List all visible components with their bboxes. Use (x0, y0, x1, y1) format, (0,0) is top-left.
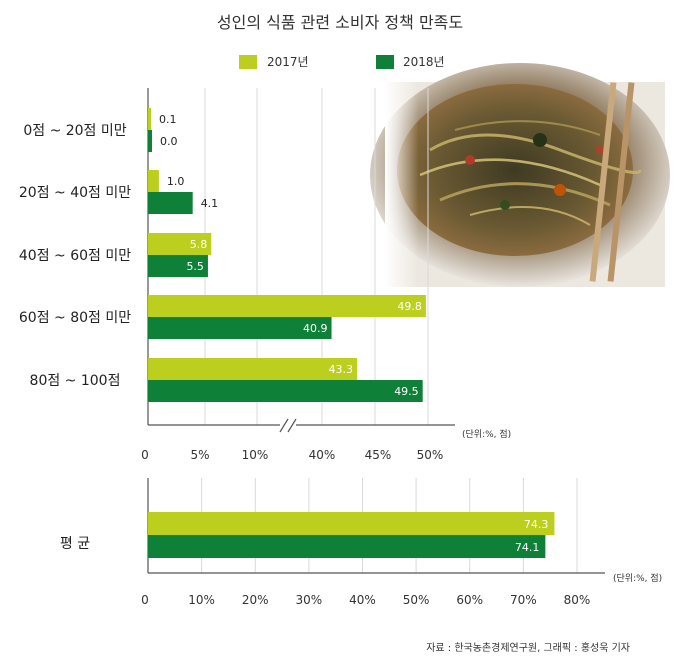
data-label: 49.5 (394, 385, 419, 398)
x-tick-label: 70% (510, 593, 537, 607)
data-label: 74.3 (524, 518, 549, 531)
x-tick-label: 30% (296, 593, 323, 607)
data-label: 74.1 (515, 541, 540, 554)
bar (148, 317, 332, 339)
bar (148, 170, 159, 192)
bottom-chart: 0 10% 20% 30% 40% 50% 60% 70% 80% (단위:%, 점) 평 균 74.… (60, 478, 662, 607)
x-tick-label: 40% (309, 448, 336, 462)
bar (148, 130, 152, 152)
legend-label-2017: 2017년 (267, 55, 309, 69)
unit-note: (단위:%, 점) (462, 428, 511, 440)
data-label: 40.9 (303, 322, 328, 335)
data-label: 5.5 (186, 260, 204, 273)
x-tick-label: 80% (564, 593, 591, 607)
x-tick-label: 50% (417, 448, 444, 462)
legend: 2017년 2018년 (239, 55, 445, 69)
axis-break-mark (279, 418, 289, 433)
x-tick-label: 5% (190, 448, 209, 462)
bar (148, 108, 151, 130)
x-tick-label: 0 (141, 448, 149, 462)
bar (148, 233, 212, 255)
data-label: 49.8 (397, 300, 422, 313)
category-label: 0점 ~ 20점 미만 (23, 123, 126, 139)
legend-label-2018: 2018년 (403, 55, 445, 69)
data-label: 4.1 (201, 197, 219, 210)
source-note: 자료 : 한국농촌경제연구원, 그래픽 : 홍성욱 기자 (426, 641, 630, 654)
bar (148, 358, 357, 380)
x-tick-label: 45% (365, 448, 392, 462)
bar (148, 255, 208, 277)
unit-note: (단위:%, 점) (613, 572, 662, 584)
bar (148, 380, 423, 402)
legend-swatch-2017 (239, 55, 257, 69)
bar (148, 535, 546, 558)
axis-break-mark (287, 418, 297, 433)
category-label: 60점 ~ 80점 미만 (19, 310, 131, 326)
data-label: 0.1 (159, 113, 177, 126)
data-label: 0.0 (160, 135, 178, 148)
bar (148, 192, 193, 214)
bar (148, 295, 426, 317)
legend-swatch-2018 (376, 55, 394, 69)
category-label: 평 균 (60, 536, 90, 552)
x-tick-label: 10% (242, 448, 269, 462)
x-tick-label: 60% (456, 593, 483, 607)
category-label: 40점 ~ 60점 미만 (19, 248, 131, 264)
top-chart: 0 5% 10% 40% 45% 50% (단위:%, 점) 0점 ~ 20점 미만 0.1 0.… (19, 88, 511, 462)
x-tick-label: 40% (349, 593, 376, 607)
chart-title: 성인의 식품 관련 소비자 정책 만족도 (217, 13, 463, 32)
data-label: 43.3 (328, 363, 353, 376)
bar (148, 512, 555, 535)
food-photo (370, 63, 670, 287)
data-label: 1.0 (167, 175, 185, 188)
x-tick-label: 10% (188, 593, 215, 607)
x-tick-label: 0 (141, 593, 149, 607)
data-label: 5.8 (190, 238, 208, 251)
x-tick-label: 50% (403, 593, 430, 607)
category-label: 80점 ~ 100점 (30, 373, 121, 389)
category-label: 20점 ~ 40점 미만 (19, 185, 131, 201)
x-tick-label: 20% (242, 593, 269, 607)
